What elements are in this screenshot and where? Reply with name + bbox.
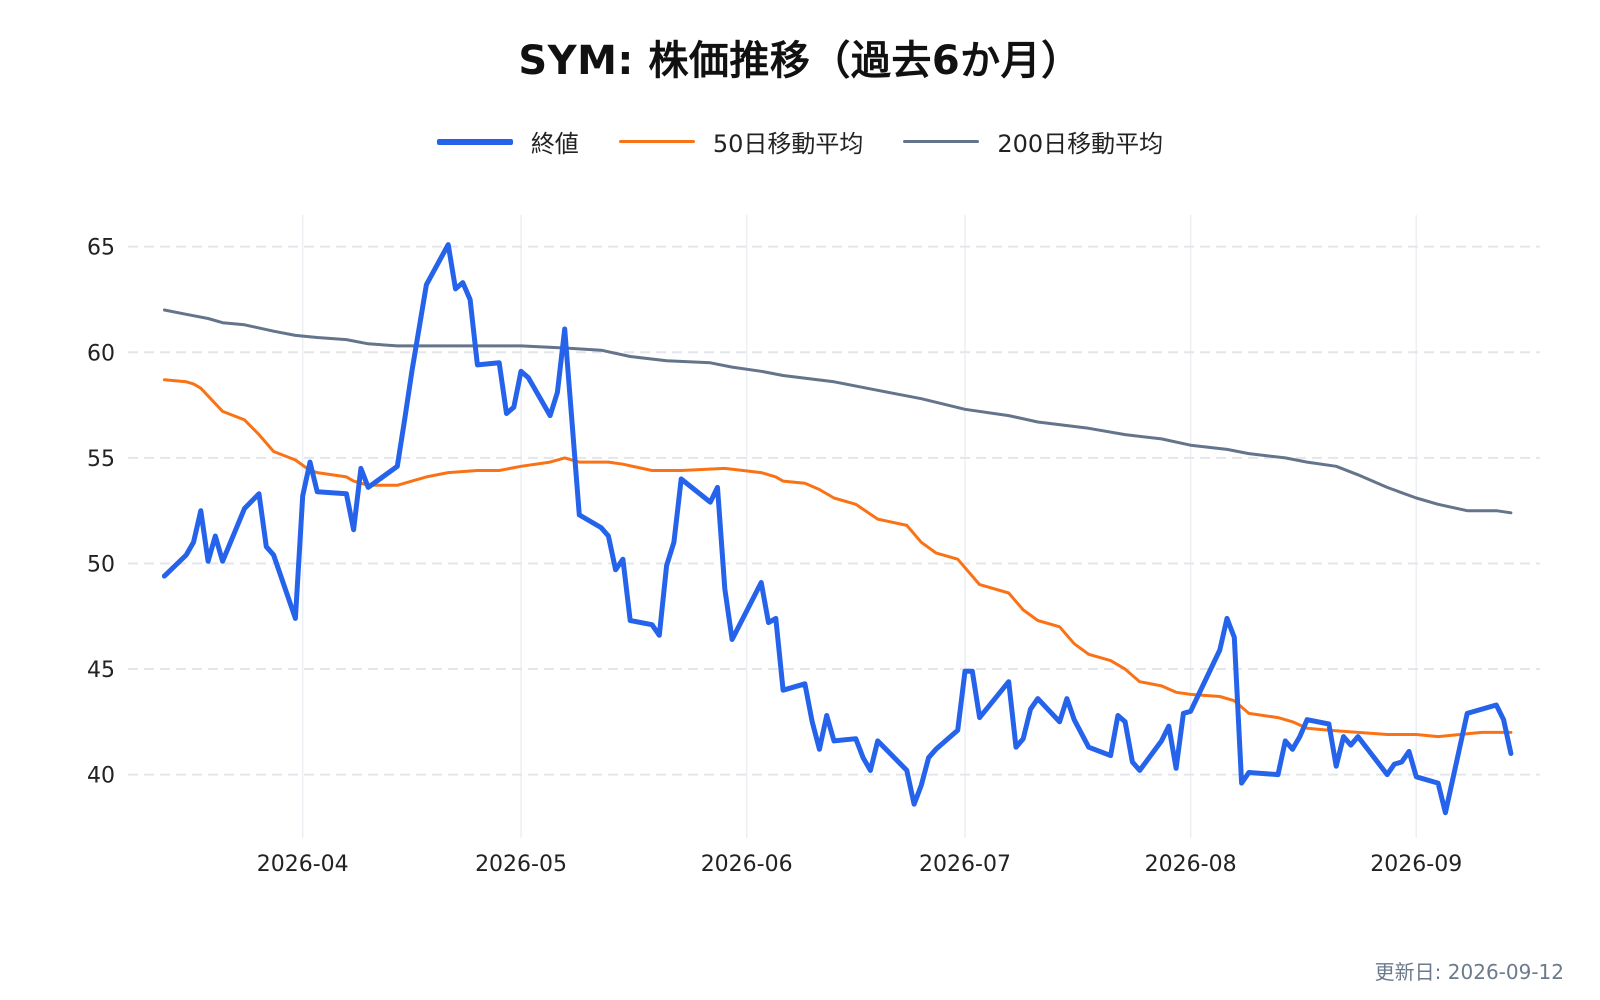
grid-layer: [128, 215, 1540, 838]
legend-item-ma200: 200日移動平均: [903, 124, 1163, 159]
legend-label-close: 終値: [530, 130, 579, 158]
y-tick-label-4: 60: [87, 341, 115, 366]
y-tick-label-2: 50: [87, 552, 115, 577]
y-tick-label-1: 45: [87, 658, 115, 683]
x-tick-label-1: 2026-05: [475, 852, 567, 877]
legend-label-ma200: 200日移動平均: [997, 130, 1164, 158]
series-line-2: [162, 308, 1513, 515]
updated-date: 更新日: 2026-09-12: [1374, 960, 1564, 984]
x-tick-label-0: 2026-04: [257, 852, 349, 877]
y-tick-label-0: 40: [87, 764, 115, 789]
axis-layer: 40 45 50 55 60 65 2026-04 2026-05 2026-06 2026-07…: [87, 236, 1462, 877]
legend-swatch-ma50: [618, 140, 695, 143]
legend: 終値 50日移動平均 200日移動平均: [0, 124, 1600, 159]
series-layer: [161, 242, 1514, 816]
legend-item-close: 終値: [436, 124, 579, 159]
series-line-1: [162, 378, 1513, 739]
legend-swatch-ma200: [903, 140, 980, 143]
legend-swatch-close: [436, 138, 513, 145]
x-tick-label-3: 2026-07: [919, 852, 1011, 877]
x-tick-label-5: 2026-09: [1370, 852, 1462, 877]
y-tick-label-5: 65: [87, 236, 115, 261]
x-tick-label-4: 2026-08: [1145, 852, 1237, 877]
legend-label-ma50: 50日移動平均: [712, 130, 864, 158]
series-line-0: [161, 242, 1514, 816]
chart-title: SYM: 株価推移（過去6か月）: [518, 38, 1082, 84]
legend-item-ma50: 50日移動平均: [618, 124, 864, 159]
x-tick-label-2: 2026-06: [701, 852, 793, 877]
y-tick-label-3: 55: [87, 447, 115, 472]
